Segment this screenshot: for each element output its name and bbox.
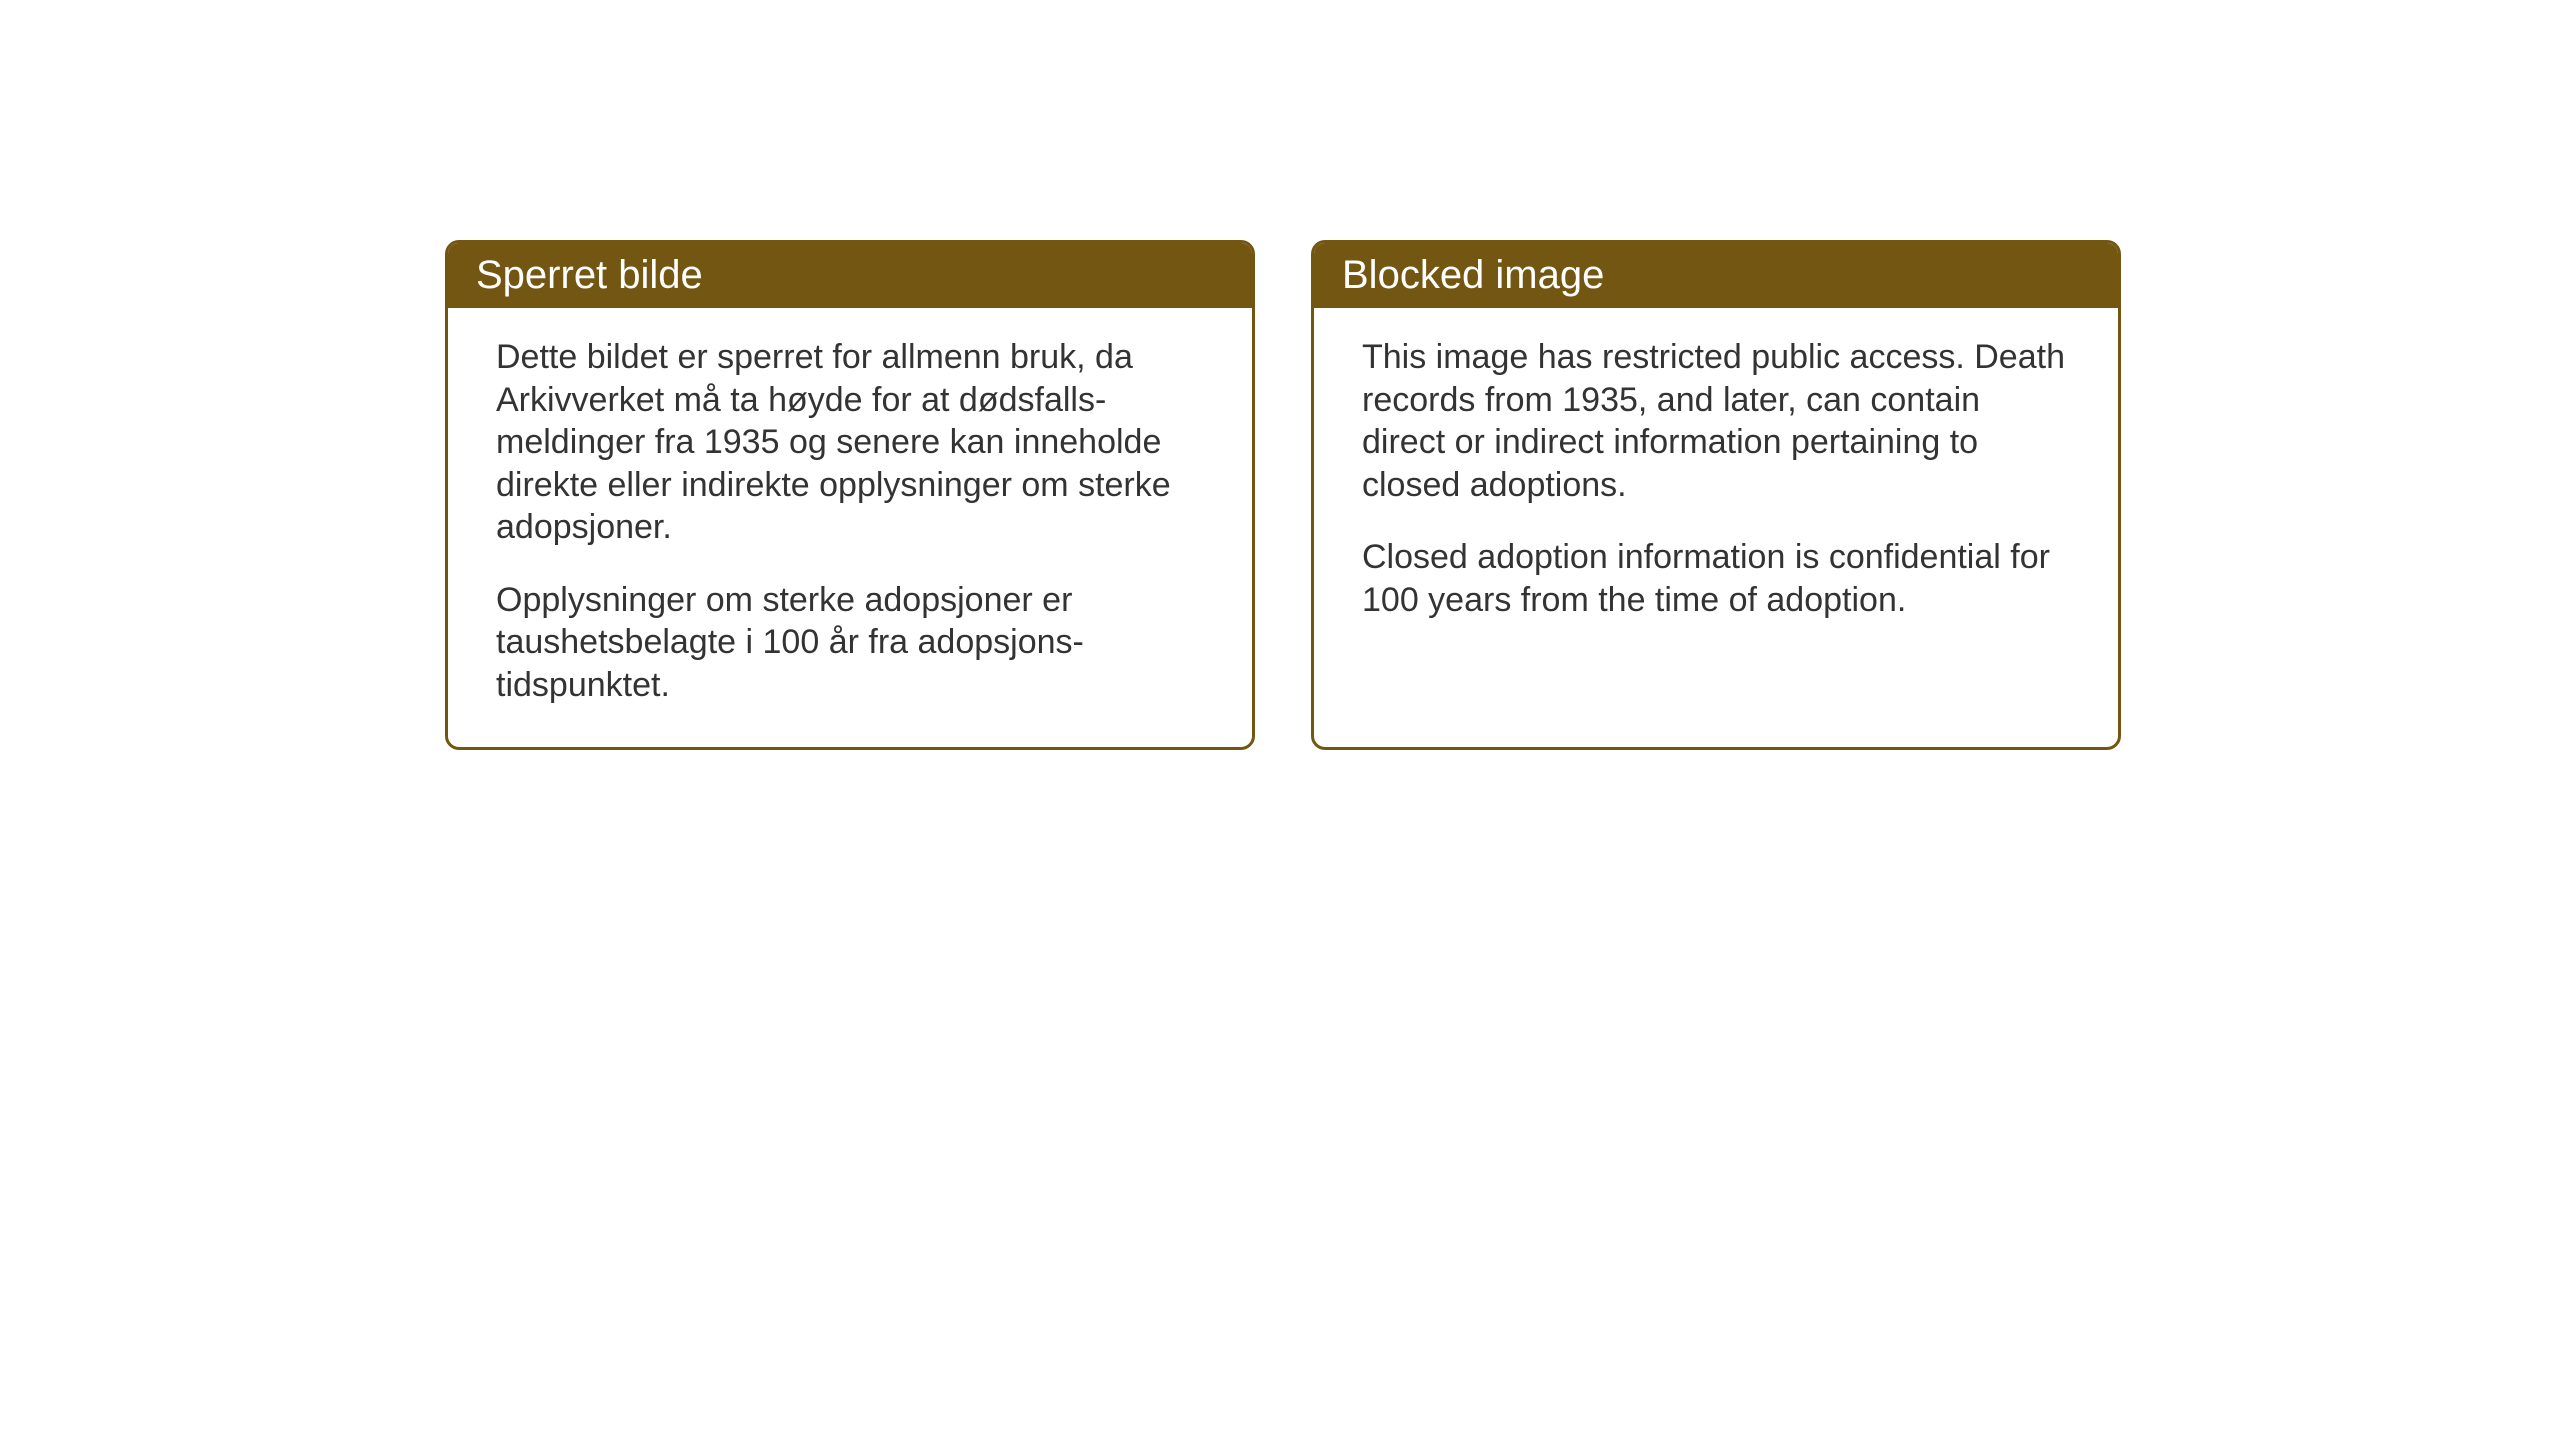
- english-paragraph-1: This image has restricted public access.…: [1362, 336, 2070, 506]
- english-paragraph-2: Closed adoption information is confident…: [1362, 536, 2070, 621]
- notice-card-norwegian: Sperret bilde Dette bildet er sperret fo…: [445, 240, 1255, 750]
- norwegian-paragraph-1: Dette bildet er sperret for allmenn bruk…: [496, 336, 1204, 549]
- notice-cards-container: Sperret bilde Dette bildet er sperret fo…: [445, 240, 2121, 750]
- card-body-english: This image has restricted public access.…: [1314, 308, 2118, 661]
- card-header-english: Blocked image: [1314, 243, 2118, 308]
- norwegian-paragraph-2: Opplysninger om sterke adopsjoner er tau…: [496, 579, 1204, 707]
- notice-card-english: Blocked image This image has restricted …: [1311, 240, 2121, 750]
- card-header-norwegian: Sperret bilde: [448, 243, 1252, 308]
- card-body-norwegian: Dette bildet er sperret for allmenn bruk…: [448, 308, 1252, 746]
